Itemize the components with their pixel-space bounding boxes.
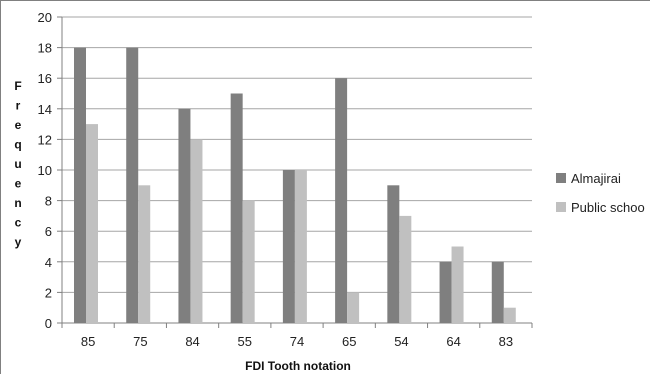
y-tick-label: 20 [38,10,52,25]
y-tick-label: 8 [45,194,52,209]
x-tick-label: 64 [446,334,460,349]
y-tick-label: 12 [38,132,52,147]
bar-public-schoo-54 [399,215,412,323]
bar-public-schoo-64 [451,246,464,323]
y-axis-title-letter: F [14,79,21,93]
y-tick-label: 6 [45,224,52,239]
y-axis-title-letter: q [14,138,21,152]
x-tick-label: 83 [499,334,513,349]
bar-public-schoo-75 [138,185,151,323]
x-tick-label: 75 [133,334,147,349]
x-tick-label: 54 [394,334,408,349]
bar-almajirai-75 [126,47,139,323]
x-tick-label: 65 [342,334,356,349]
bar-public-schoo-65 [347,292,360,323]
bar-almajirai-74 [282,170,295,323]
bar-almajirai-64 [439,261,452,323]
bar-almajirai-55 [230,93,243,323]
x-tick-label: 55 [238,334,252,349]
y-tick-label: 4 [45,255,52,270]
y-tick-label: 14 [38,102,52,117]
x-tick-labels: 85 75 84 55 74 65 54 64 83 [61,323,533,349]
bar-public-schoo-55 [242,200,255,323]
bar-public-schoo-84 [190,139,203,323]
bar-almajirai-65 [335,78,348,323]
y-tick-labels: 0 2 4 6 8 10 12 14 16 18 20 [38,10,52,331]
y-tick-label: 0 [45,316,52,331]
y-axis-title-letter: u [14,157,21,171]
x-tick-label: 84 [185,334,199,349]
y-tick-label: 2 [45,285,52,300]
y-tick-label: 10 [38,163,52,178]
legend-label: Almajirai [571,171,621,186]
y-axis-title-letter: y [15,235,22,249]
bar-almajirai-84 [178,108,191,323]
bar-almajirai-83 [491,261,504,323]
legend-swatch [556,173,566,183]
bar-public-schoo-83 [503,307,516,323]
y-axis-title-letter: r [16,99,21,113]
y-tick-label: 16 [38,71,52,86]
bar-public-schoo-85 [86,124,98,323]
bar-public-schoo-74 [294,170,307,323]
y-axis-title-letter: c [15,216,22,230]
x-tick-label: 74 [290,334,304,349]
y-axis-title-letter: e [15,177,22,191]
bar-almajirai-85 [74,47,86,323]
legend-label: Public schoo [571,200,645,215]
y-tick-label: 18 [38,41,52,56]
bars [74,47,516,323]
y-axis-title-letter: e [15,118,22,132]
legend-swatch [556,202,566,212]
legend: Almajirai Public schoo [556,171,645,215]
x-axis-title: FDI Tooth notation [245,359,351,373]
y-axis-title-letter: n [14,196,21,210]
bar-almajirai-54 [387,185,400,323]
x-tick-label: 85 [81,334,95,349]
